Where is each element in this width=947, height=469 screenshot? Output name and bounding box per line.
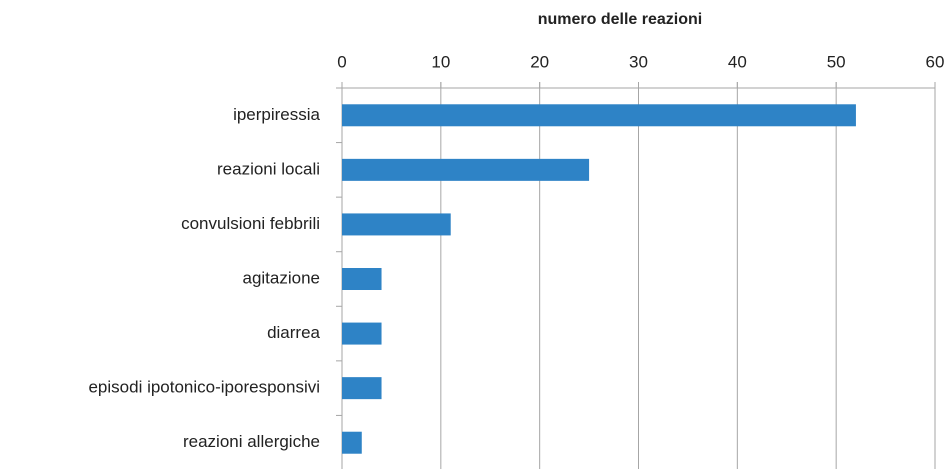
x-tick-label: 40 [728,52,747,71]
y-tick-label: iperpiressia [233,105,320,124]
x-tick-label: 50 [827,52,846,71]
y-tick-label: episodi ipotonico-iporesponsivi [88,378,320,397]
x-tick-label: 20 [530,52,549,71]
bar [342,158,590,181]
bar [342,213,451,236]
bar [342,431,362,454]
x-tick-label: 0 [337,52,346,71]
y-tick-label: reazioni locali [217,159,320,178]
bar [342,268,382,290]
y-tick-label: reazioni allergiche [183,432,320,451]
x-tick-label: 10 [431,52,450,71]
bar [342,377,382,400]
x-tick-label: 30 [629,52,648,71]
y-tick-label: agitazione [242,268,320,287]
bar [342,322,382,345]
axis-title: numero delle reazioni [538,11,702,28]
y-tick-label: convulsioni febbrili [181,214,320,233]
x-tick-label: 60 [926,52,945,71]
y-tick-label: diarrea [267,323,320,342]
bar [342,104,856,127]
